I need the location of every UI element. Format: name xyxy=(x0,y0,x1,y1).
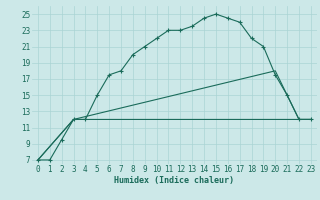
X-axis label: Humidex (Indice chaleur): Humidex (Indice chaleur) xyxy=(115,176,234,185)
